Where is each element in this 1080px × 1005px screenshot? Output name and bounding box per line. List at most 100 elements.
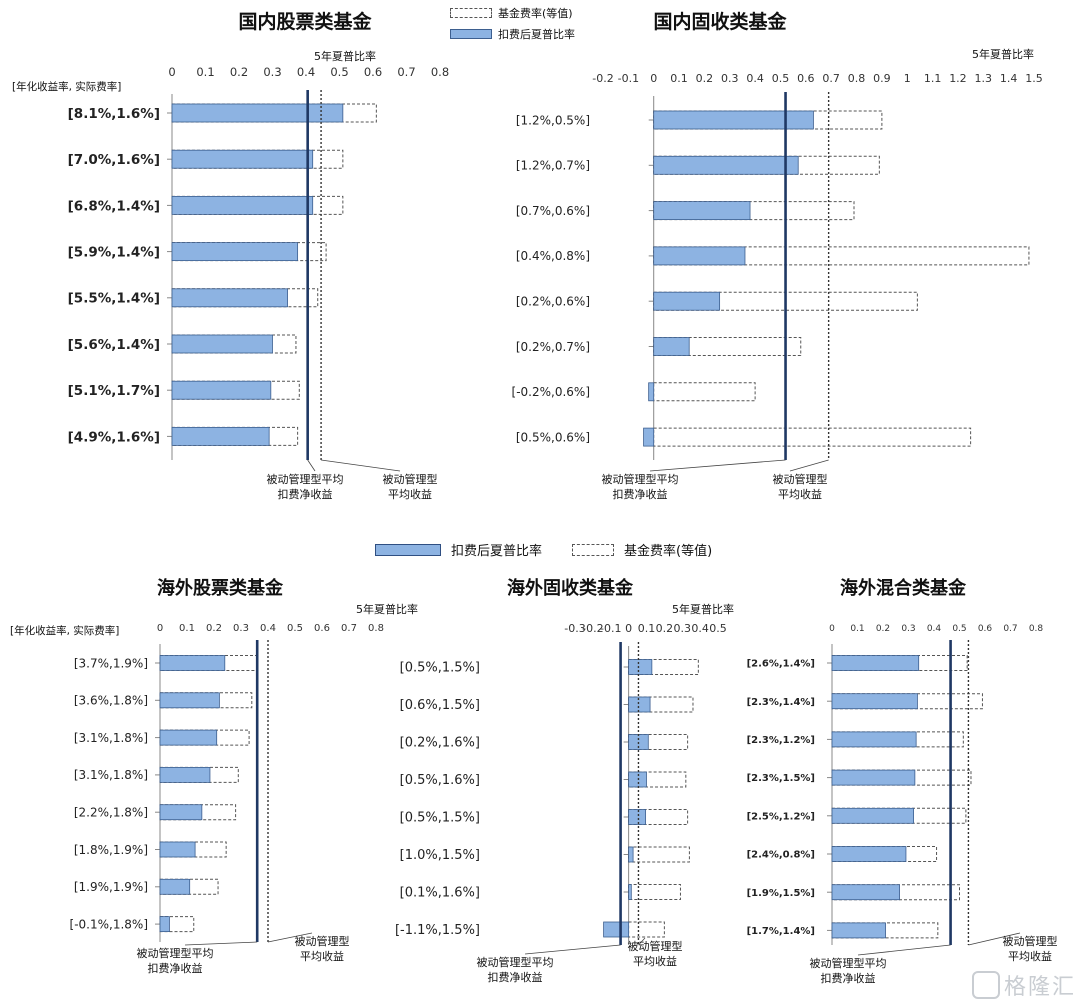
chart-os-mixed-sharpe-bar [831, 693, 918, 710]
chart-cn-fixed-tick-label: 0.4 [746, 72, 764, 85]
chart-os-fixed-tick-label: 0.5 [709, 622, 727, 635]
chart-os-mixed-tick-label: 0.2 [876, 624, 890, 634]
chart-cn-equity-tick-label: 0.5 [330, 65, 348, 79]
chart-os-mixed-category-label: [1.7%,1.4%] [747, 926, 815, 937]
chart-cn-fixed-tick-label: 0.3 [721, 72, 739, 85]
chart-cn-fixed-tick-label: 1 [904, 72, 911, 85]
chart-os-fixed-tick-label: 0 [625, 622, 632, 635]
chart-os-mixed-sharpe-bar [831, 655, 920, 671]
chart-os-mixed-leader-solid [857, 944, 951, 956]
chart-os-fixed-sharpe-bar [603, 921, 630, 938]
chart-os-equity-category-label: [3.6%,1.8%] [74, 694, 148, 708]
chart-os-fixed-title: 海外固收类基金 [507, 577, 634, 599]
chart-os-equity-passive-net-label: 扣费净收益 [148, 961, 203, 975]
chart-os-fixed-tick-label: -0.1 [600, 622, 621, 635]
chart-cn-fixed-category-label: [0.7%,0.6%] [516, 204, 590, 218]
chart-os-fixed-tick-label: 0.1 [638, 622, 656, 635]
chart-os-mixed-passive-avg-label: 平均收益 [1008, 949, 1052, 963]
chart-os-equity-sharpe-bar [159, 767, 211, 783]
chart-cn-fixed-tick-label: 1.5 [1025, 72, 1043, 85]
chart-os-mixed-tick-label: 0 [829, 624, 835, 634]
chart-cn-fixed-sharpe-bar [653, 201, 751, 221]
chart-os-fixed-sharpe-bar [628, 846, 634, 863]
legend-label-fee: 基金费率(等值) [498, 6, 573, 20]
chart-cn-fixed-category-label: [0.2%,0.6%] [516, 295, 590, 309]
chart-os-equity-passive-avg-label: 被动管理型 [295, 934, 350, 948]
chart-os-equity-passive-net-label: 被动管理型平均 [137, 946, 214, 960]
chart-cn-equity-sharpe-bar [171, 242, 299, 262]
chart-cn-fixed-sharpe-bar [653, 291, 721, 311]
legend-item-fee: 基金费率(等值) [450, 2, 575, 23]
legend-label-fee: 基金费率(等值) [624, 544, 713, 559]
chart-os-mixed-category-label: [2.4%,0.8%] [747, 850, 815, 861]
chart-os-mixed-tick-label: 0.3 [901, 624, 915, 634]
chart-os-mixed-category-label: [2.3%,1.2%] [747, 735, 815, 746]
chart-cn-fixed-tick-label: -0.1 [618, 72, 639, 85]
chart-os-mixed-tick-label: 0.7 [1003, 624, 1017, 634]
chart-cn-equity-tick-label: 0.6 [364, 65, 382, 79]
chart-cn-fixed-tick-label: 0.8 [848, 72, 866, 85]
chart-os-fixed-category-label: [0.5%,1.6%] [400, 773, 480, 788]
chart-cn-fixed-tick-label: 0.2 [696, 72, 714, 85]
chart-cn-fixed-passive-net-label: 被动管理型平均 [602, 472, 679, 486]
chart-os-mixed-category-label: [2.6%,1.4%] [747, 659, 815, 670]
chart-os-fixed-fee-bar [628, 846, 690, 863]
chart-os-mixed-category-label: [2.5%,1.2%] [747, 811, 815, 822]
chart-cn-equity-passive-avg-label: 平均收益 [388, 487, 432, 501]
chart-cn-fixed-leader-dotted [789, 459, 829, 472]
chart-os-equity-x-axis-label: 5年夏普比率 [356, 602, 418, 616]
chart-os-fixed-sharpe-bar [628, 809, 647, 825]
chart-cn-fixed-tick-label: 0.9 [873, 72, 891, 85]
chart-os-equity-sharpe-bar [159, 878, 191, 895]
chart-cn-equity-tick-label: 0.4 [297, 65, 315, 79]
chart-os-fixed-category-label: [-1.1%,1.5%] [395, 923, 480, 938]
chart-os-fixed-category-label: [1.0%,1.5%] [400, 848, 480, 863]
chart-os-equity-sharpe-bar [159, 655, 226, 671]
chart-cn-equity-sharpe-bar [171, 380, 272, 400]
legend-swatch-sharpe [450, 28, 492, 39]
chart-os-mixed-title: 海外混合类基金 [840, 577, 967, 599]
chart-os-fixed-x-axis-label: 5年夏普比率 [672, 602, 734, 616]
chart-os-mixed-category-label: [1.9%,1.5%] [747, 888, 815, 899]
chart-os-equity-tick-label: 0.3 [233, 623, 249, 634]
chart-cn-fixed-sharpe-bar [653, 155, 799, 175]
chart-os-equity-category-label: [1.8%,1.9%] [74, 843, 148, 857]
chart-os-fixed-category-label: [0.5%,1.5%] [400, 661, 480, 676]
legend-label-sharpe: 扣费后夏普比率 [498, 27, 575, 41]
legend-top: 基金费率(等值) 扣费后夏普比率 [450, 2, 575, 44]
chart-cn-equity-sharpe-bar [171, 103, 344, 123]
chart-cn-equity-category-label: [5.9%,1.4%] [68, 244, 160, 260]
chart-os-fixed-sharpe-bar [628, 659, 653, 675]
chart-os-mixed-leader-dotted [968, 932, 1021, 946]
chart-cn-equity-y-axis-label: [年化收益率, 实际费率] [12, 80, 121, 93]
chart-cn-fixed-category-label: [0.2%,0.7%] [516, 340, 590, 354]
chart-cn-equity-sharpe-bar [171, 334, 273, 354]
chart-os-fixed-passive-net-label: 被动管理型平均 [477, 955, 554, 969]
chart-cn-fixed-category-label: [-0.2%,0.6%] [512, 385, 590, 399]
chart-cn-fixed-sharpe-bar [653, 110, 814, 130]
chart-cn-equity-category-label: [7.0%,1.6%] [68, 152, 160, 168]
chart-os-mixed-sharpe-bar [831, 731, 917, 748]
chart-os-equity-sharpe-bar [159, 692, 220, 709]
chart-os-equity-sharpe-bar [159, 916, 170, 932]
chart-cn-equity-tick-label: 0.1 [196, 65, 214, 79]
chart-cn-equity-category-label: [5.6%,1.4%] [68, 337, 160, 353]
chart-os-fixed-category-label: [0.2%,1.6%] [400, 736, 480, 751]
chart-os-equity-category-label: [1.9%,1.9%] [74, 880, 148, 894]
chart-os-mixed-passive-net-label: 扣费净收益 [821, 971, 876, 985]
chart-cn-fixed-tick-label: 0.7 [822, 72, 840, 85]
chart-os-equity-category-label: [2.2%,1.8%] [74, 806, 148, 820]
chart-os-equity-y-axis-label: [年化收益率, 实际费率] [10, 624, 119, 637]
chart-os-mixed-tick-label: 0.5 [952, 624, 966, 634]
chart-cn-equity-category-label: [6.8%,1.4%] [68, 198, 160, 214]
chart-os-equity-leader-solid [184, 941, 258, 946]
chart-cn-fixed-tick-label: 0.5 [772, 72, 790, 85]
chart-os-equity-tick-label: 0.1 [179, 623, 195, 634]
chart-os-equity-category-label: [3.1%,1.8%] [74, 731, 148, 745]
chart-cn-equity-sharpe-bar [171, 149, 314, 169]
chart-os-fixed-leader-solid [524, 944, 621, 955]
chart-os-fixed-sharpe-bar [628, 696, 651, 713]
chart-cn-fixed-fee-bar [653, 427, 972, 447]
chart-cn-fixed-category-label: [1.2%,0.5%] [516, 113, 590, 127]
